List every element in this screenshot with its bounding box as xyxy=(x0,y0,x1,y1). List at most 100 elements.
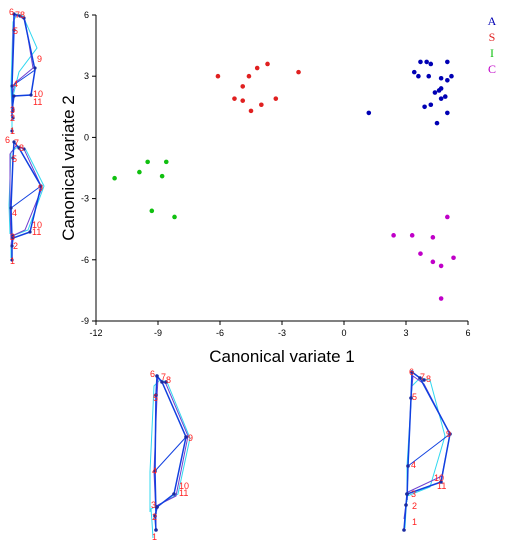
landmark-point xyxy=(155,505,159,509)
landmark-point xyxy=(10,84,14,88)
data-point-s xyxy=(240,84,246,89)
data-point-i xyxy=(149,208,155,214)
landmark-label: 10 xyxy=(32,220,42,230)
landmark-label: 11 xyxy=(179,488,188,498)
outline-blue-inner xyxy=(10,185,42,209)
x-tick-label: -3 xyxy=(278,328,286,338)
landmark-points xyxy=(402,370,452,532)
data-point-a xyxy=(445,77,450,83)
legend-label-s: S xyxy=(489,30,496,44)
landmark-label: 8 xyxy=(166,375,171,385)
landmark-label: 8 xyxy=(20,10,25,20)
data-point-c xyxy=(438,263,444,269)
data-point-a xyxy=(428,61,434,67)
landmark-label: 6 xyxy=(5,135,10,145)
landmark-label: 7 xyxy=(420,372,425,382)
data-point-a xyxy=(411,69,417,75)
x-tick-label: 3 xyxy=(403,328,408,338)
landmark-point xyxy=(406,464,410,468)
landmark-label: 4 xyxy=(411,460,416,470)
data-point-c xyxy=(418,251,423,256)
landmark-label: 1 xyxy=(10,256,15,266)
data-point-i xyxy=(145,159,150,165)
landmark-point xyxy=(10,129,14,133)
landmark-points xyxy=(10,12,37,133)
landmark-point xyxy=(154,393,158,397)
landmark-label: 5 xyxy=(12,154,17,164)
legend-label-c: C xyxy=(488,62,496,76)
landmark-label: 2 xyxy=(152,512,157,522)
landmark-point xyxy=(184,435,188,439)
landmark-point xyxy=(405,492,409,496)
landmark-point xyxy=(153,469,157,473)
landmark-labels: 6 7 8 5 9 4 10 11 3 2 1 xyxy=(409,367,451,527)
landmark-point xyxy=(164,380,168,384)
landmark-point xyxy=(33,66,37,70)
outline-blue xyxy=(154,374,187,531)
landmark-point xyxy=(28,230,32,234)
shape-diagram-mid-left: 6 7 8 5 9 4 10 11 3 2 1 xyxy=(5,135,45,266)
landmark-point xyxy=(29,93,33,97)
landmark-point xyxy=(172,492,176,496)
data-point-a xyxy=(422,104,427,110)
landmark-point xyxy=(154,528,158,532)
data-point-s xyxy=(248,108,254,114)
landmark-point xyxy=(410,370,414,374)
landmark-label: 7 xyxy=(15,10,20,20)
landmark-label: 7 xyxy=(14,138,19,148)
landmark-point xyxy=(10,258,14,262)
data-point-i xyxy=(163,159,169,165)
landmark-label: 2 xyxy=(13,241,18,251)
data-point-a xyxy=(445,59,450,65)
landmark-label: 2 xyxy=(412,501,417,511)
landmark-label: 6 xyxy=(409,367,414,377)
landmark-point xyxy=(11,116,15,120)
landmark-point xyxy=(448,432,452,436)
landmark-label: 5 xyxy=(13,26,18,36)
landmark-point xyxy=(10,244,14,248)
data-point-a xyxy=(434,120,440,126)
data-point-c xyxy=(430,259,436,265)
legend-label-i: I xyxy=(490,46,494,60)
landmark-label: 4 xyxy=(12,208,17,218)
data-point-s xyxy=(232,96,237,101)
shape-diagram-bottom-middle: 6 7 8 5 9 4 10 11 3 2 1 xyxy=(149,369,193,542)
data-point-a xyxy=(438,96,444,101)
x-tick-label: 6 xyxy=(465,328,470,338)
landmark-label: 11 xyxy=(33,97,42,107)
landmark-point xyxy=(418,376,422,380)
y-tick-label: -3 xyxy=(81,194,89,204)
data-point-a xyxy=(432,90,438,95)
x-tick-label: -9 xyxy=(154,328,162,338)
landmark-label: 9 xyxy=(188,433,193,443)
data-point-a xyxy=(416,73,421,79)
y-axis-ticks: -9 -6 -3 0 3 6 xyxy=(81,10,96,326)
landmark-label: 5 xyxy=(412,392,417,402)
data-point-s xyxy=(246,73,252,79)
data-point-a xyxy=(445,110,450,116)
data-point-i xyxy=(159,173,165,179)
landmark-label: 9 xyxy=(38,183,43,193)
outline-blue-inner xyxy=(11,69,36,87)
landmark-label: 9 xyxy=(37,54,42,64)
landmark-label: 8 xyxy=(19,143,24,153)
data-point-s xyxy=(240,98,246,103)
data-point-c xyxy=(451,255,456,261)
data-points xyxy=(112,59,456,301)
x-tick-label: -12 xyxy=(89,328,102,338)
landmark-point xyxy=(18,14,22,18)
landmark-point xyxy=(17,146,21,150)
data-point-s xyxy=(273,96,279,101)
data-point-c xyxy=(409,233,415,238)
data-point-c xyxy=(438,296,444,301)
shape-diagram-top-left: 6 7 8 5 9 4 10 11 3 2 1 xyxy=(9,7,43,136)
landmark-label: 11 xyxy=(32,227,41,237)
data-point-s xyxy=(265,61,270,67)
y-tick-label: 3 xyxy=(84,71,89,81)
y-tick-label: 0 xyxy=(84,132,89,142)
data-point-s xyxy=(215,73,221,79)
landmark-label: 10 xyxy=(179,481,189,491)
landmark-label: 3 xyxy=(10,105,15,115)
